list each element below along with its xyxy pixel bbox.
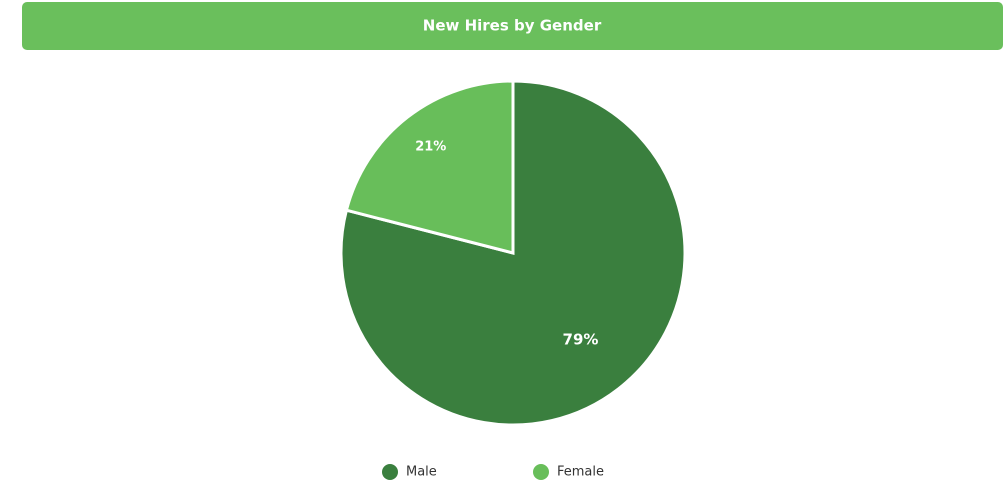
data-label: 21%: [415, 139, 446, 154]
pie-slice: [344, 79, 515, 255]
legend-label: Male: [406, 465, 437, 480]
data-label: 79%: [563, 330, 599, 348]
legend-label: Female: [557, 465, 604, 480]
legend-swatch: [382, 464, 398, 480]
legend-swatch: [533, 464, 549, 480]
chart-title: New Hires by Gender: [423, 17, 602, 35]
title-bar: [22, 2, 1003, 50]
